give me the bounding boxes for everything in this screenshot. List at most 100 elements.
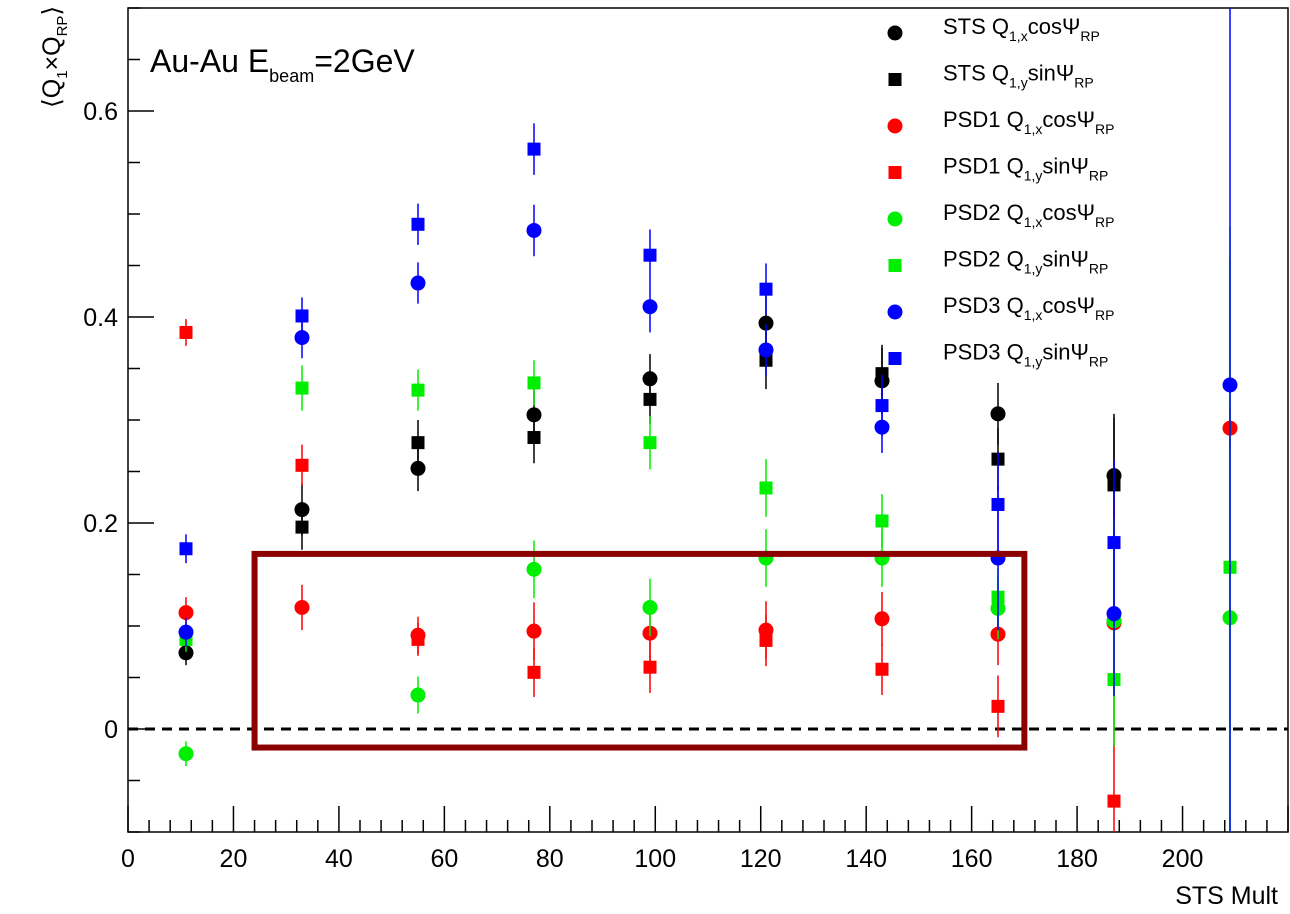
y-tick-label: 0.2: [83, 510, 118, 538]
legend-item: STS Q1,ysinΨRP: [888, 61, 1094, 91]
data-point: [295, 309, 309, 323]
data-point: [875, 367, 889, 381]
data-point: [875, 514, 889, 528]
data-point: [1222, 377, 1238, 393]
y-tick-label: 0: [104, 716, 118, 744]
data-point: [991, 497, 1005, 511]
data-point: [759, 481, 773, 495]
legend-marker: [888, 166, 902, 179]
data-point: [874, 611, 890, 627]
data-point: [990, 406, 1006, 422]
x-tick-label: 120: [740, 845, 782, 873]
legend-item: PSD3 Q1,xcosΨRP: [887, 293, 1114, 323]
y-axis: 0 0.2 0.4 0.6: [83, 7, 154, 833]
x-tick-label: 0: [121, 845, 135, 873]
svg-text:⟨Q1×QRP⟩: ⟨Q1×QRP⟩: [38, 6, 71, 108]
x-tick-label: 40: [325, 845, 353, 873]
data-point: [178, 746, 194, 762]
ylabel-sub2: RP: [54, 16, 71, 37]
data-point: [178, 624, 194, 640]
data-point: [527, 142, 541, 156]
data-point: [643, 436, 657, 450]
data-point: [642, 599, 658, 615]
x-tick-label: 80: [536, 845, 564, 873]
x-tick-label: 200: [1162, 845, 1204, 873]
series-7: [179, 123, 1121, 625]
data-point: [410, 460, 426, 476]
data-point: [1107, 536, 1121, 550]
legend-marker: [888, 73, 902, 86]
data-point: [643, 248, 657, 262]
data-point: [527, 431, 541, 445]
plot-area: [127, 7, 1289, 833]
data-point: [294, 599, 310, 615]
x-axis-title: STS Mult: [1175, 882, 1278, 910]
ylabel-sub1: 1: [54, 70, 71, 78]
x-tick-label: 100: [634, 845, 676, 873]
y-tick-label: 0.6: [83, 98, 118, 126]
legend-marker: [887, 211, 903, 227]
data-point: [527, 665, 541, 679]
data-point: [295, 458, 309, 472]
data-point: [294, 330, 310, 346]
data-point: [875, 399, 889, 413]
series-layer: [178, 8, 1238, 832]
x-axis: 0 20 40 60 80 100 120 140 160 180 200: [121, 806, 1289, 873]
legend-item: PSD1 Q1,ysinΨRP: [888, 154, 1108, 184]
data-point: [295, 520, 309, 534]
legend-item: PSD2 Q1,xcosΨRP: [887, 200, 1114, 230]
data-point: [526, 222, 542, 238]
data-point: [526, 623, 542, 639]
legend-item: PSD1 Q1,xcosΨRP: [887, 107, 1114, 137]
series-3: [179, 319, 1121, 832]
data-point: [179, 325, 193, 339]
ylabel-mid: ×Q: [38, 36, 66, 70]
data-point: [758, 342, 774, 358]
data-point: [295, 381, 309, 395]
data-point: [178, 645, 194, 661]
data-point: [410, 275, 426, 291]
data-point: [178, 605, 194, 621]
x-tick-label: 60: [430, 845, 458, 873]
legend-marker: [888, 259, 902, 272]
data-point: [642, 299, 658, 315]
legend-marker: [887, 118, 903, 134]
legend-item: STS Q1,xcosΨRP: [887, 14, 1100, 44]
data-point: [527, 376, 541, 390]
data-point: [759, 282, 773, 296]
data-point: [410, 687, 426, 703]
legend: STS Q1,xcosΨRP STS Q1,ysinΨRP PSD1 Q1,xcos…: [887, 14, 1114, 370]
data-point: [643, 660, 657, 674]
x-tick-label: 160: [951, 845, 993, 873]
data-point: [411, 217, 425, 231]
x-tick-label: 140: [845, 845, 887, 873]
legend-item: PSD2 Q1,ysinΨRP: [888, 247, 1108, 277]
data-point: [526, 561, 542, 577]
data-point: [875, 662, 889, 676]
legend-label: PSD2 Q1,xcosΨRP: [943, 200, 1114, 230]
legend-label: PSD2 Q1,ysinΨRP: [943, 247, 1108, 277]
x-tick-label: 180: [1056, 845, 1098, 873]
x-tick-label: 20: [220, 845, 248, 873]
annotation-value: =2GeV: [314, 43, 415, 79]
legend-label: PSD1 Q1,xcosΨRP: [943, 107, 1114, 137]
data-point: [759, 633, 773, 647]
legend-label: PSD3 Q1,ysinΨRP: [943, 340, 1108, 370]
annotation-sub: beam: [269, 66, 314, 86]
legend-marker: [887, 25, 903, 41]
ylabel-open: ⟨Q: [38, 79, 66, 108]
legend-marker: [887, 304, 903, 320]
legend-label: PSD3 Q1,xcosΨRP: [943, 293, 1114, 323]
legend-item: PSD3 Q1,ysinΨRP: [888, 340, 1108, 370]
data-point: [411, 436, 425, 450]
highlight-box: [251, 550, 1028, 751]
data-point: [1107, 794, 1121, 808]
y-axis-title: ⟨Q1×QRP⟩: [38, 6, 71, 108]
annotation: Au-Au Ebeam=2GeV: [150, 43, 415, 86]
legend-label: PSD1 Q1,ysinΨRP: [943, 154, 1108, 184]
legend-marker: [888, 352, 902, 365]
ylabel-close: ⟩: [38, 6, 66, 16]
data-point: [758, 315, 774, 331]
data-point: [643, 392, 657, 406]
